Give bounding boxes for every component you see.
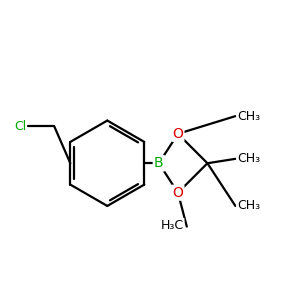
Text: B: B (154, 156, 164, 170)
Text: O: O (172, 127, 183, 141)
Text: CH₃: CH₃ (237, 152, 260, 165)
Text: CH₃: CH₃ (237, 200, 260, 212)
Text: H₃C: H₃C (161, 219, 184, 232)
Text: O: O (172, 186, 183, 200)
Text: CH₃: CH₃ (237, 110, 260, 123)
Text: Cl: Cl (14, 120, 26, 133)
